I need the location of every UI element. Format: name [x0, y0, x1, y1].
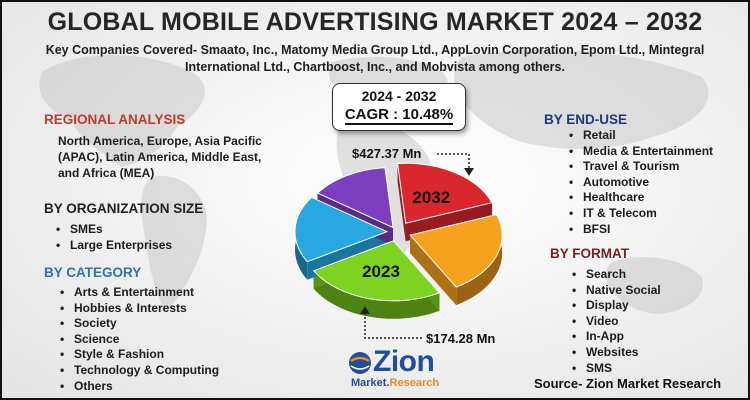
annotation-leader-2032	[437, 153, 470, 170]
source-note: Source- Zion Market Research	[534, 376, 722, 391]
pie-slice-1	[397, 162, 493, 224]
cagr-box: 2024 - 2032 CAGR : 10.48%	[332, 83, 466, 131]
list-item: Healthcare	[567, 190, 713, 206]
category-heading: BY CATEGORY	[44, 265, 142, 280]
category-list: Arts & EntertainmentHobbies & InterestsS…	[58, 285, 219, 394]
list-item: Search	[570, 267, 661, 283]
list-item: IT & Telecom	[567, 206, 713, 222]
pie-slice-label: 2023	[362, 262, 400, 281]
list-item: Automotive	[567, 175, 713, 191]
list-item: Style & Fashion	[58, 347, 219, 363]
market-pie-chart: 2032 2023 $427.37 Mn $174.28 Mn	[294, 146, 503, 346]
list-item: BFSI	[567, 222, 713, 238]
format-heading: BY FORMAT	[550, 246, 629, 261]
list-item: Technology & Computing	[58, 363, 219, 379]
annotation-2023-value: $174.28 Mn	[426, 331, 495, 346]
list-item: SMS	[570, 361, 661, 377]
pie-slice-label: 2032	[412, 188, 450, 207]
list-item: Travel & Tourism	[567, 159, 713, 175]
format-list: SearchNative SocialDisplayVideoIn-AppWeb…	[570, 267, 661, 376]
pie-slice-wall	[410, 235, 457, 306]
list-item: Media & Entertainment	[567, 144, 713, 160]
annotation-arrowhead-2032	[464, 168, 474, 176]
regional-analysis-text: North America, Europe, Asia Pacific (APA…	[58, 134, 262, 180]
pie-slice-side	[313, 270, 440, 319]
annotation-arrowhead-2023	[360, 306, 370, 314]
list-item: Websites	[570, 345, 661, 361]
end-use-list: RetailMedia & EntertainmentTravel & Tour…	[567, 128, 713, 237]
pie-slice-2	[409, 214, 503, 288]
pie-slice-4	[294, 196, 389, 263]
regional-analysis-heading: REGIONAL ANALYSIS	[44, 112, 186, 127]
pie-slice-5	[316, 167, 394, 229]
cagr-value: CAGR : 10.48%	[344, 106, 454, 125]
key-companies-subtitle: Key Companies Covered- Smaato, Inc., Mat…	[45, 43, 705, 74]
end-use-heading: BY END-USE	[544, 112, 628, 127]
list-item: SMEs	[54, 222, 172, 238]
list-item: Others	[58, 379, 219, 395]
list-item: In-App	[570, 329, 661, 345]
list-item: Display	[570, 298, 661, 314]
organization-size-list: SMEsLarge Enterprises	[54, 222, 172, 253]
annotation-leader-2023	[364, 312, 422, 339]
logo-subtext: Market.Research	[351, 377, 440, 389]
infographic-title: GLOBAL MOBILE ADVERTISING MARKET 2024 – …	[47, 8, 703, 36]
list-item: Arts & Entertainment	[58, 285, 219, 301]
organization-size-heading: BY ORGANIZATION SIZE	[44, 201, 204, 216]
list-item: Science	[58, 332, 219, 348]
annotation-2032-value: $427.37 Mn	[352, 146, 421, 161]
list-item: Native Social	[570, 283, 661, 299]
logo-wordmark: Zion	[373, 345, 435, 378]
globe-icon	[349, 352, 371, 374]
pie-slice-wall	[397, 163, 406, 242]
pie-slice-3	[312, 240, 441, 302]
cagr-years: 2024 - 2032	[361, 88, 437, 104]
list-item: Hobbies & Interests	[58, 301, 219, 317]
list-item: Retail	[567, 128, 713, 144]
list-item: Video	[570, 314, 661, 330]
list-item: Large Enterprises	[54, 238, 172, 254]
zion-logo: Zion Market.Research	[347, 345, 467, 395]
list-item: Society	[58, 316, 219, 332]
